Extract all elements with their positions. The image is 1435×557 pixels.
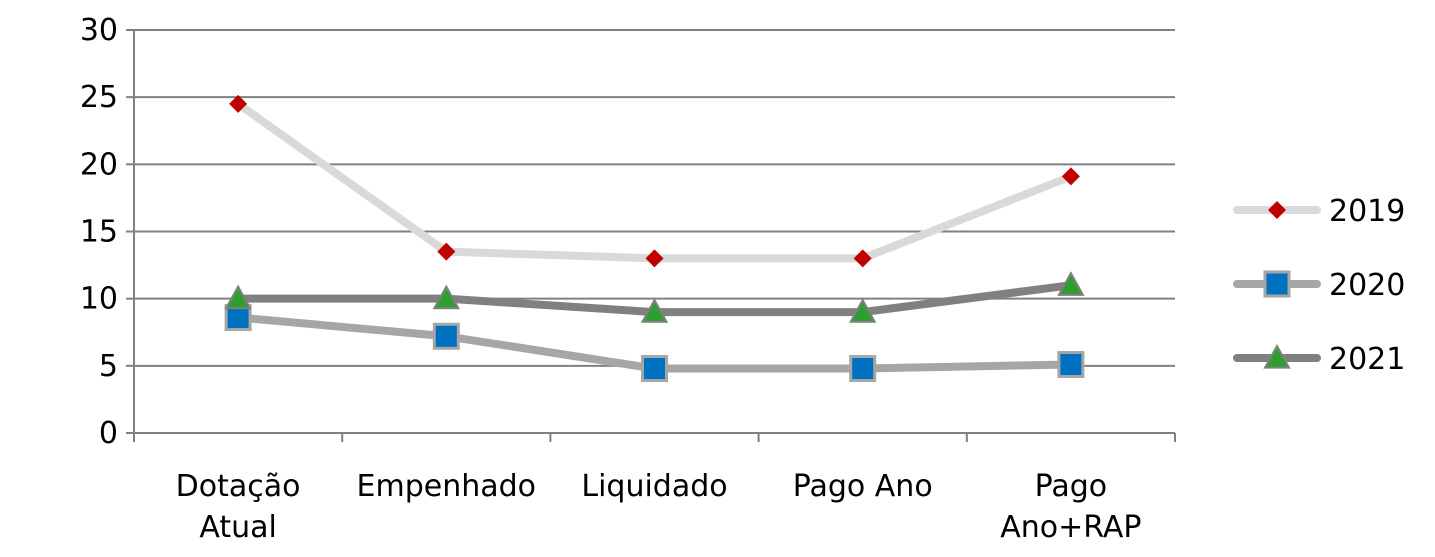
series-2019 <box>229 94 1080 268</box>
data-point-2019 <box>853 249 872 268</box>
data-point-2020 <box>641 355 668 383</box>
x-category-label: Empenhado <box>357 469 537 504</box>
x-category-label-line: Empenhado <box>357 469 537 504</box>
x-axis: Dotação Atual Empenhado Liquidado Pago Ano Pa… <box>133 432 1176 545</box>
legend-item-2020: 2020 <box>1233 268 1405 303</box>
legend: 2019 2020 2021 <box>1233 194 1405 377</box>
data-point-2021 <box>432 284 460 310</box>
x-category-label-line: Atual <box>199 510 277 545</box>
y-tick-label: 20 <box>80 147 118 182</box>
series-2021 <box>224 271 1085 323</box>
data-point-2021 <box>849 298 877 323</box>
x-category-label-line: Pago Ano <box>793 469 933 504</box>
legend-item-2019: 2019 <box>1233 194 1405 229</box>
x-category-label-line: Pago <box>1035 469 1108 504</box>
y-tick-label: 30 <box>80 13 118 48</box>
data-point-2020 <box>849 355 877 383</box>
x-category-label: Dotação Atual <box>176 469 301 545</box>
y-tick-label: 0 <box>99 416 118 451</box>
data-point-2020 <box>432 322 460 350</box>
x-category-label: Pago Ano+RAP <box>1000 469 1141 545</box>
x-category-label-line: Ano+RAP <box>1000 510 1141 545</box>
legend-label: 2019 <box>1329 194 1405 229</box>
y-tick-label: 25 <box>80 80 118 115</box>
legend-swatch-marker <box>1268 201 1286 219</box>
data-point-2021 <box>224 284 252 310</box>
y-axis: 0 5 10 15 20 25 30 <box>80 13 135 451</box>
legend-label: 2021 <box>1329 342 1405 377</box>
data-point-2021 <box>1057 271 1085 296</box>
legend-swatch-marker <box>1263 270 1291 298</box>
series-line-2019 <box>234 99 1075 263</box>
data-point-2019 <box>645 249 664 268</box>
data-point-2019 <box>229 94 248 113</box>
x-category-label: Pago Ano <box>793 469 933 504</box>
data-point-2021 <box>640 298 669 323</box>
data-point-2020 <box>1057 350 1085 378</box>
y-tick-label: 10 <box>80 282 118 317</box>
y-tick-label: 5 <box>99 349 118 384</box>
series-2020 <box>224 303 1085 383</box>
legend-swatch-marker <box>1263 343 1291 369</box>
data-point-2019 <box>1061 167 1080 186</box>
legend-label: 2020 <box>1329 268 1405 303</box>
x-category-label-line: Dotação <box>176 469 301 504</box>
series-group <box>224 94 1085 383</box>
y-tick-label: 15 <box>80 215 118 250</box>
x-category-label: Liquidado <box>581 469 727 504</box>
legend-item-2021: 2021 <box>1233 342 1405 377</box>
data-point-2019 <box>437 242 456 261</box>
x-category-label-line: Liquidado <box>581 469 727 504</box>
